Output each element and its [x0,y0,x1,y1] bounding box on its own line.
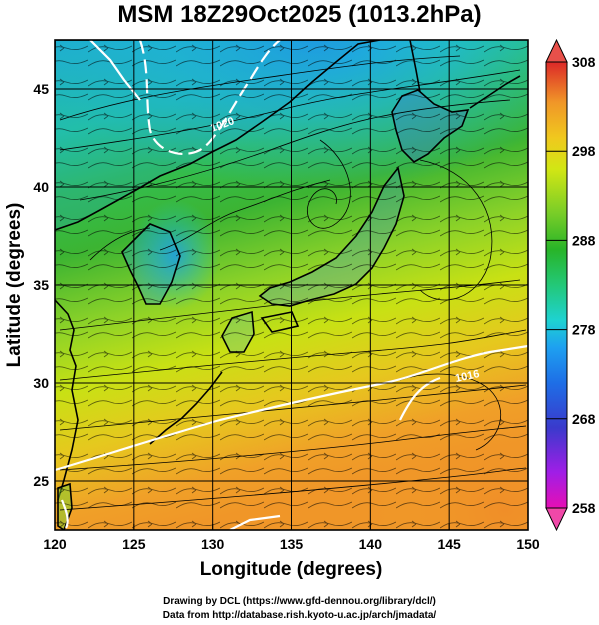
x-axis-ticks: 120 125 130 135 140 145 150 [43,524,540,552]
colorbar-bottom-triangle [545,507,568,532]
x-axis-title: Longitude (degrees) [200,559,383,580]
x-tick-label: 140 [359,536,383,552]
credit-drawing: Drawing by DCL (https://www.gfd-dennou.o… [163,596,436,607]
map-title: MSM 18Z29Oct2025 (1013.2hPa) [117,1,482,28]
contour-label-1016: 1016 [454,368,480,385]
y-axis-ticks: 25 30 35 40 45 [33,81,49,489]
colorbar-tick-label: 308 [572,54,596,70]
pressure-contours [55,40,528,530]
grid-lines [55,40,528,530]
y-tick-label: 45 [33,81,49,97]
credit-data: Data from http://database.rish.kyoto-u.a… [162,610,437,621]
x-tick-label: 120 [43,536,67,552]
y-tick-label: 40 [33,179,49,195]
x-tick-label: 130 [201,536,225,552]
colorbar-tick-label: 288 [572,232,596,248]
colorbar-top-triangle [545,38,568,63]
colorbar-tick-label: 298 [572,143,596,159]
colorbar-tick-label: 258 [572,500,596,516]
x-tick-label: 125 [122,536,146,552]
y-tick-label: 35 [33,277,49,293]
colorbar: 258 268 278 288 298 308 [545,38,596,532]
x-tick-label: 150 [516,536,540,552]
x-tick-label: 145 [437,536,461,552]
y-tick-label: 30 [33,375,49,391]
y-axis-title: Latitude (degrees) [4,203,25,368]
y-tick-label: 25 [33,473,49,489]
colorbar-gradient [545,61,568,509]
x-tick-label: 135 [280,536,304,552]
colorbar-tick-label: 268 [572,411,596,427]
colorbar-tick-label: 278 [572,322,596,338]
